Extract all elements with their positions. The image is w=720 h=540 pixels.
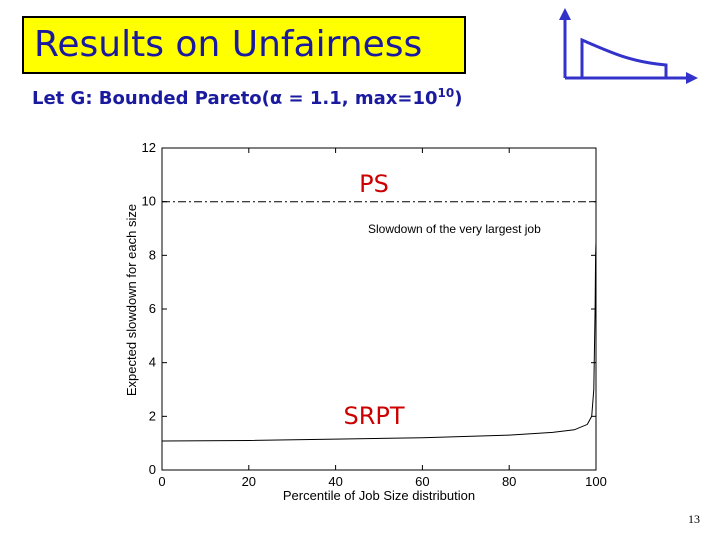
slide-title: Results on Unfairness	[34, 24, 423, 65]
largest-job-annotation: Slowdown of the very largest job	[368, 222, 541, 236]
slide-subtitle: Let G: Bounded Pareto(α = 1.1, max=1010)	[32, 86, 462, 109]
axis-tick-labels: 0 20 40 60 80 100 0 2 4 6 8 10 12	[142, 140, 607, 489]
icon-x-arrow	[686, 72, 698, 84]
x-tick-label: 40	[328, 474, 342, 489]
y-tick-label: 6	[149, 301, 156, 316]
y-tick-label: 4	[149, 355, 156, 370]
y-axis-label: Expected slowdown for each size	[124, 204, 139, 396]
chart: 0 20 40 60 80 100 0 2 4 6 8 10 12 Percentile of Job …	[124, 140, 607, 503]
subtitle-mid: = 1.1, max=10	[282, 88, 438, 109]
x-axis-label: Percentile of Job Size distribution	[283, 488, 475, 503]
x-tick-label: 20	[242, 474, 256, 489]
x-tick-label: 100	[585, 474, 607, 489]
icon-y-arrow	[559, 8, 571, 20]
srpt-label-bg	[334, 398, 414, 432]
y-tick-label: 2	[149, 408, 156, 423]
ps-label: PS	[359, 170, 389, 198]
subtitle-suffix: )	[454, 88, 463, 109]
subtitle-alpha: α	[269, 88, 283, 109]
pareto-distribution-icon	[559, 8, 698, 84]
y-tick-label: 0	[149, 462, 156, 477]
x-tick-label: 80	[502, 474, 516, 489]
subtitle-exponent: 10	[437, 86, 455, 100]
srpt-label: SRPT	[343, 402, 404, 430]
icon-curve	[580, 37, 668, 78]
subtitle-prefix: Let G: Bounded Pareto(	[32, 88, 270, 109]
x-tick-label: 0	[158, 474, 165, 489]
ps-label-bg	[346, 166, 402, 198]
series-layer	[161, 201, 597, 442]
y-tick-label: 8	[149, 247, 156, 262]
x-tick-label: 60	[415, 474, 429, 489]
page-number: 13	[688, 512, 700, 526]
series-line-srpt	[161, 241, 597, 442]
y-tick-label: 10	[142, 194, 156, 209]
title-box: Results on Unfairness	[22, 16, 466, 74]
y-tick-label: 12	[142, 140, 156, 155]
